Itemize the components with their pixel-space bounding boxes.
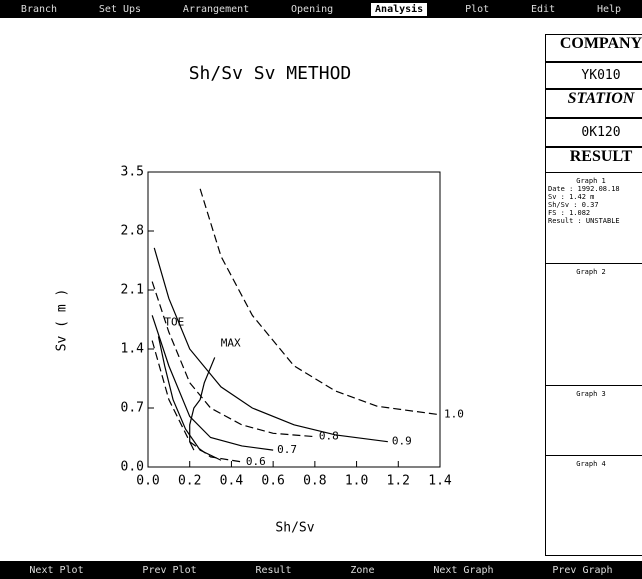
x-tick-label: 1.2 xyxy=(387,474,410,489)
curve-label: 0.8 xyxy=(319,430,339,443)
graph-title: Graph 3 xyxy=(576,390,606,398)
y-tick-label: 0.7 xyxy=(121,401,144,416)
graph-slot[interactable]: Graph 4 xyxy=(546,456,642,556)
result-label: RESULT xyxy=(546,147,642,173)
station: 0K120 xyxy=(546,118,642,147)
company: YK010 xyxy=(546,62,642,89)
graph-slot[interactable]: Graph 3 xyxy=(546,386,642,456)
graph-slot[interactable]: Graph 1 Date : 1992.08.18 Sv : 1.42 m Sh/Sv… xyxy=(546,173,642,264)
graph-title: Graph 1 xyxy=(576,177,606,185)
y-tick-label: 2.1 xyxy=(121,283,144,298)
function-key[interactable]: Result xyxy=(255,564,292,576)
x-tick-label: 0.4 xyxy=(220,474,244,489)
graph-detail: FS : 1.082 xyxy=(548,209,591,217)
menu-item[interactable]: Set Ups xyxy=(98,3,142,15)
menu-item[interactable]: Plot xyxy=(465,3,490,15)
y-tick-label: 0.0 xyxy=(121,460,144,475)
graph-detail: Sh/Sv : 0.37 xyxy=(548,201,599,209)
y-tick-label: 3.5 xyxy=(121,165,144,180)
graph-title: Graph 2 xyxy=(576,268,606,276)
menu-item[interactable]: Branch xyxy=(20,3,58,15)
menu-item[interactable]: Edit xyxy=(531,3,556,15)
graph-title: Graph 4 xyxy=(576,460,606,468)
x-tick-label: 1.4 xyxy=(428,474,452,489)
graph-detail: Date : 1992.08.18 xyxy=(548,185,620,193)
chart: Sh/Sv Sv METHOD Sh/Sv Sv ( m ) 0.0 0.2 0.4… xyxy=(55,63,464,536)
plot-frame xyxy=(147,171,441,468)
menu-item[interactable]: Help xyxy=(596,3,622,15)
curve xyxy=(157,336,222,461)
curve-label: 0.7 xyxy=(277,443,297,456)
graph-detail: Sv : 1.42 m xyxy=(548,193,595,201)
curve-label: 1.0 xyxy=(444,408,464,421)
chart-title: Sh/Sv Sv METHOD xyxy=(189,63,352,84)
function-bar: Next Plot Prev Plot Result Zone Next Graph Pr… xyxy=(0,561,642,579)
curve-label: 0.9 xyxy=(392,435,412,448)
x-tick-label: 0.8 xyxy=(303,474,326,489)
curve-label: MAX xyxy=(221,336,241,349)
curve-label: 0.6 xyxy=(246,455,266,468)
x-tick-label: 1.0 xyxy=(345,474,368,489)
y-axis-label: Sv ( m ) xyxy=(55,289,70,352)
curve-label: TOE xyxy=(164,315,184,328)
curve xyxy=(151,315,274,451)
curve xyxy=(199,188,441,416)
curve xyxy=(189,357,216,451)
menu-item[interactable]: Analysis xyxy=(371,2,428,16)
x-tick-label: 0.6 xyxy=(261,474,284,489)
sidebar: COMPANY YK010 STATION 0K120 RESULT Graph… xyxy=(545,34,642,556)
x-tick-label: 0.2 xyxy=(178,474,201,489)
y-tick-label: 2.8 xyxy=(121,224,144,239)
curve xyxy=(153,247,388,443)
company-label: COMPANY xyxy=(546,34,642,62)
menu-item[interactable]: Arrangement xyxy=(182,3,250,15)
graph-slot[interactable]: Graph 2 xyxy=(546,264,642,386)
y-tick-label: 1.4 xyxy=(121,342,145,357)
x-axis-label: Sh/Sv xyxy=(275,521,314,536)
station-label: STATION xyxy=(546,89,642,118)
function-key[interactable]: Next Plot xyxy=(29,564,84,576)
graph-detail: Result : UNSTABLE xyxy=(548,217,620,225)
function-key[interactable]: Zone xyxy=(350,564,375,576)
curve xyxy=(151,281,315,438)
function-key[interactable]: Prev Plot xyxy=(142,564,197,576)
function-key[interactable]: Next Graph xyxy=(433,564,494,576)
function-key[interactable]: Prev Graph xyxy=(552,564,613,576)
menu-item[interactable]: Opening xyxy=(291,3,334,15)
menu-bar: Branch Set Ups Arrangement Opening Analysis P… xyxy=(0,0,642,18)
graph-list: Graph 1 Date : 1992.08.18 Sv : 1.42 m Sh/Sv… xyxy=(546,173,642,556)
x-tick-label: 0.0 xyxy=(136,474,159,489)
